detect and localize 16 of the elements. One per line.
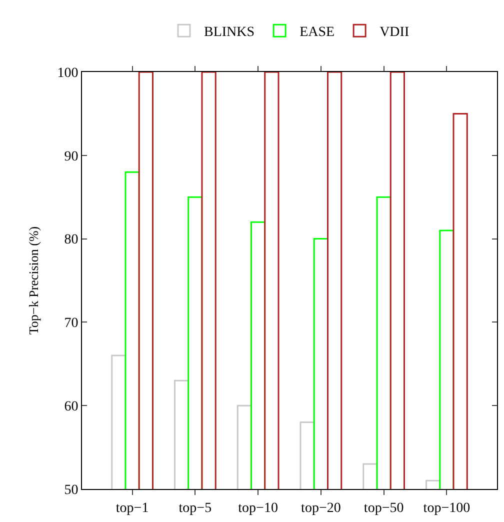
- x-tick-label: top−20: [301, 500, 341, 516]
- y-tick-label: 70: [64, 316, 78, 332]
- legend-label: VDII: [380, 25, 410, 40]
- y-axis-title: Top−k Precision (%): [26, 226, 42, 335]
- x-tick-label: top−5: [178, 500, 212, 516]
- y-tick-label: 90: [64, 149, 78, 164]
- y-tick-label: 50: [64, 482, 78, 498]
- x-tick-label: top−100: [423, 500, 470, 516]
- x-tick-label: top−50: [364, 500, 404, 516]
- legend-label: BLINKS: [204, 25, 255, 40]
- y-tick-label: 100: [57, 66, 78, 81]
- y-tick-label: 60: [64, 400, 78, 414]
- x-tick-label: top−10: [238, 500, 278, 516]
- legend-label: EASE: [300, 25, 335, 40]
- x-tick-label: top−1: [116, 500, 149, 516]
- y-tick-label: 80: [64, 232, 78, 248]
